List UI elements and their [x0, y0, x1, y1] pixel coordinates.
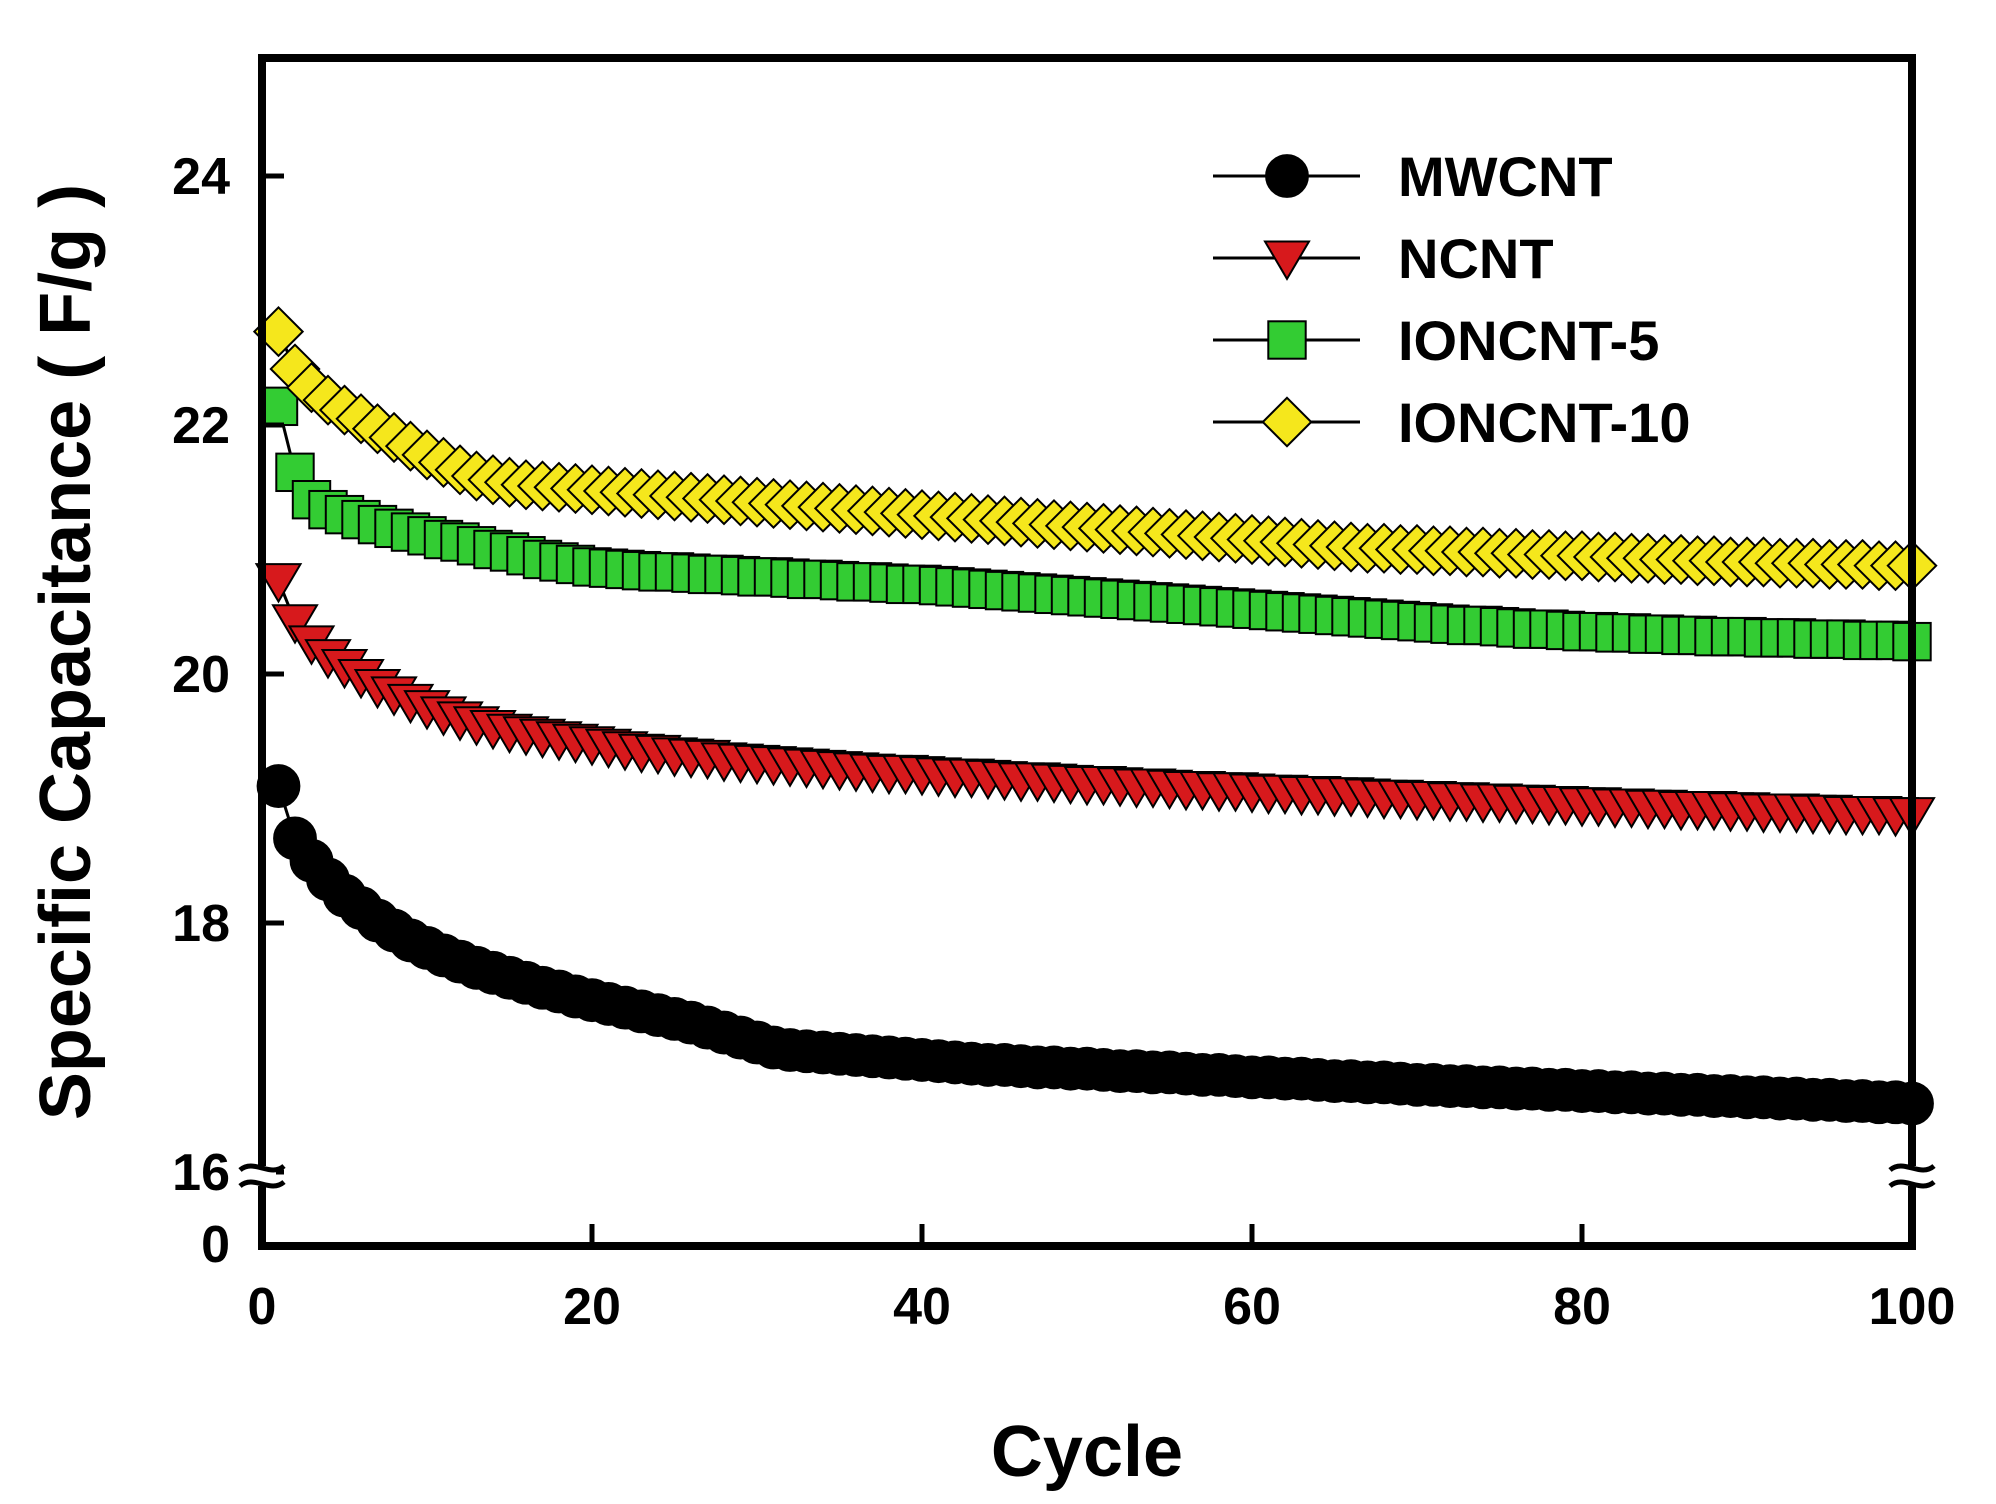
legend-marker: [1265, 154, 1309, 198]
y-tick-label: 0: [201, 1216, 230, 1274]
plot-area-frame: [258, 54, 1916, 1250]
legend-marker: [1261, 396, 1313, 448]
x-tick-label: 60: [1223, 1278, 1281, 1336]
legend-item-ioncnt-10: IONCNT-10: [1213, 391, 1691, 454]
legend: MWCNT NCNT IONCNT-5 IONCNT-10: [1213, 145, 1691, 454]
axis-break-mark: [1888, 1179, 1936, 1189]
legend-label: MWCNT: [1398, 145, 1613, 208]
data-point-mwcnt: [256, 764, 301, 808]
data-point-ncnt: [254, 563, 303, 604]
legend-label: NCNT: [1398, 227, 1554, 290]
axis-break-layer: [238, 1163, 1936, 1189]
y-tick-label: 20: [172, 646, 230, 704]
y-axis-title: Specific Capacitance ( F/g ): [26, 184, 106, 1120]
y-tick-label: 22: [172, 397, 230, 455]
x-tick-label: 40: [893, 1278, 951, 1336]
x-tick-label: 100: [1869, 1278, 1956, 1336]
axis-break-mark: [238, 1179, 286, 1189]
axis-break-mark: [1888, 1163, 1936, 1173]
y-tick-label: 16: [172, 1144, 230, 1202]
x-tick-label: 80: [1553, 1278, 1611, 1336]
legend-label: IONCNT-5: [1398, 309, 1659, 372]
legend-item-ncnt: NCNT: [1213, 227, 1554, 290]
legend-item-ioncnt-5: IONCNT-5: [1213, 309, 1659, 372]
x-tick-label: 0: [248, 1278, 277, 1336]
series-ioncnt-5: [258, 386, 1932, 662]
legend-item-mwcnt: MWCNT: [1213, 145, 1613, 208]
series-ncnt: [254, 563, 1936, 838]
series-mwcnt: [256, 764, 1934, 1126]
y-tick-label: 18: [172, 895, 230, 953]
legend-marker: [1263, 240, 1311, 281]
legend-marker: [1267, 320, 1307, 360]
series-layer: [252, 306, 1938, 1126]
ticks-layer: 0 20 40 60 80 100 0 16 18 20 22 24: [172, 148, 1955, 1336]
series-ioncnt-10: [252, 306, 1938, 592]
legend-label: IONCNT-10: [1398, 391, 1691, 454]
x-tick-label: 20: [563, 1278, 621, 1336]
axis-break-mark: [238, 1163, 286, 1173]
y-tick-label: 24: [172, 148, 230, 206]
x-axis-title: Cycle: [991, 1412, 1183, 1492]
data-point-ncnt: [271, 604, 319, 645]
